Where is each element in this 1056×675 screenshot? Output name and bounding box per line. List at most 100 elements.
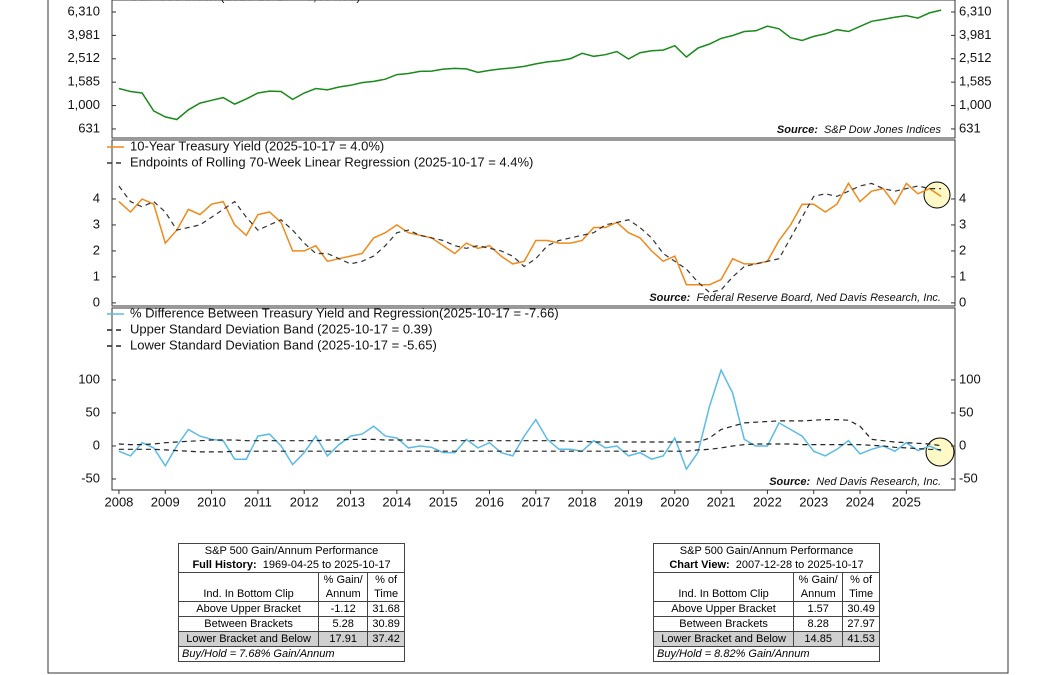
- legend-label: Lower Standard Deviation Band (2025-10-1…: [130, 337, 437, 352]
- y2-tick-label: 0: [959, 294, 966, 309]
- table-cell: 30.49: [842, 601, 880, 617]
- x-tick-label: 2022: [753, 494, 782, 509]
- column-header-line: Annum: [325, 588, 361, 600]
- column-header: % of Time: [367, 572, 405, 602]
- period-range: 1969-04-25 to 2025-10-17: [262, 559, 391, 571]
- y-tick-label: 1,585: [67, 74, 100, 89]
- table-cell: Lower Bracket and Below: [652, 631, 795, 647]
- table-cell: 14.85: [793, 631, 844, 647]
- outer-frame: [47, 0, 1009, 674]
- y2-tick-label: 4: [959, 190, 966, 205]
- highlight-circle: [923, 181, 951, 209]
- table-cell: 1.57: [793, 601, 844, 617]
- y2-tick-label: -50: [959, 470, 978, 485]
- y2-tick-label: 2: [959, 242, 966, 257]
- y2-tick-label: 50: [959, 404, 973, 419]
- period-range: 2007-12-28 to 2025-10-17: [735, 559, 864, 571]
- y-tick-label: 2,512: [67, 50, 100, 65]
- period-label: Chart View:: [669, 559, 730, 571]
- column-header: % Gain/Annum: [318, 572, 369, 602]
- table-cell: 8.28: [793, 616, 844, 632]
- table-title: S&P 500 Gain/Annum Performance: [653, 543, 880, 558]
- source-text: Ned Davis Research, Inc.: [816, 476, 941, 488]
- table-row: Between Brackets 5.28 30.89: [177, 616, 405, 632]
- x-tick-label: 2016: [475, 494, 504, 509]
- x-tick-label: 2023: [799, 494, 828, 509]
- table-row: Buy/Hold = 8.82% Gain/Annum: [653, 646, 880, 662]
- table-footer: Buy/Hold = 8.82% Gain/Annum: [653, 646, 880, 662]
- y-tick-label: 3,981: [67, 27, 100, 42]
- table-period: Chart View: 2007-12-28 to 2025-10-17: [653, 558, 880, 573]
- series-line: [118, 419, 942, 447]
- x-tick-label: 2020: [660, 494, 689, 509]
- highlight-circle: [925, 437, 955, 467]
- table-row: Buy/Hold = 7.68% Gain/Annum: [178, 646, 405, 662]
- source-label: Source:: [777, 124, 818, 136]
- y-tick-label: 3: [93, 216, 100, 231]
- column-header-line: % of: [850, 574, 873, 586]
- legend-label: S&P 500 Index (2025-10-17 = 6,664.01): [130, 0, 361, 3]
- legend-label: 10-Year Treasury Yield (2025-10-17 = 4.0…: [130, 138, 384, 153]
- source: Source: Ned Davis Research, Inc.: [769, 476, 941, 488]
- series-line: [118, 9, 942, 121]
- x-tick-label: 2014: [382, 494, 411, 509]
- column-header-line: Time: [374, 588, 399, 600]
- series-line: [118, 443, 942, 453]
- table-cell: 37.42: [367, 631, 405, 647]
- plot-frame: [111, 139, 956, 307]
- y-tick-label: 100: [78, 371, 100, 386]
- y-tick-label: 0: [93, 294, 100, 309]
- y2-tick-label: 1: [959, 268, 966, 283]
- table-cell: 30.89: [367, 616, 405, 632]
- y-tick-label: 2: [93, 242, 100, 257]
- x-tick-label: 2012: [290, 494, 319, 509]
- y2-tick-label: 6,310: [959, 3, 992, 18]
- series-line: [118, 182, 942, 294]
- column-header: % Gain/Annum: [793, 572, 844, 602]
- period-label: Full History:: [192, 559, 257, 571]
- table-footer: Buy/Hold = 7.68% Gain/Annum: [178, 646, 405, 662]
- legend-label: % Difference Between Treasury Yield and …: [130, 305, 559, 320]
- column-header: % of Time: [842, 572, 880, 602]
- source-text: S&P Dow Jones Indices: [824, 124, 941, 136]
- y-tick-label: 1,000: [67, 97, 100, 112]
- series-line: [118, 368, 942, 471]
- table-cell: Between Brackets: [652, 616, 795, 632]
- y2-tick-label: 0: [959, 437, 966, 452]
- y2-tick-label: 3,981: [959, 27, 992, 42]
- table-row: Lower Bracket and Below 14.85 41.53: [652, 631, 880, 647]
- x-tick-label: 2017: [521, 494, 550, 509]
- plot-frame: [111, 0, 956, 139]
- x-tick-label: 2011: [244, 494, 272, 509]
- column-header-line: % Gain/: [323, 574, 363, 586]
- x-tick-label: 2025: [892, 494, 921, 509]
- y2-tick-label: 100: [959, 371, 981, 386]
- table-cell: 31.68: [367, 601, 405, 617]
- x-tick-label: 2024: [846, 494, 875, 509]
- performance-table: S&P 500 Gain/Annum Performance Full Histo…: [177, 543, 405, 662]
- x-tick-label: 2019: [614, 494, 643, 509]
- table-row: Between Brackets 8.28 27.97: [652, 616, 880, 632]
- y2-tick-label: 2,512: [959, 50, 992, 65]
- y2-tick-label: 631: [959, 120, 981, 135]
- table-header-row: Ind. In Bottom Clip% Gain/Annum % of Time: [652, 572, 880, 602]
- series-line: [118, 181, 942, 286]
- y-tick-label: -50: [81, 470, 100, 485]
- y-tick-label: 0: [93, 437, 100, 452]
- table-cell: -1.12: [318, 601, 369, 617]
- column-header: Ind. In Bottom Clip: [652, 572, 795, 602]
- x-tick-label: 2009: [151, 494, 180, 509]
- table-cell: Above Upper Bracket: [177, 601, 320, 617]
- y2-tick-label: 3: [959, 216, 966, 231]
- y-tick-label: 50: [86, 404, 100, 419]
- plot-frame: [111, 307, 956, 491]
- source-text: Federal Reserve Board, Ned Davis Researc…: [696, 292, 941, 304]
- y2-tick-label: 1,000: [959, 97, 992, 112]
- table-row: S&P 500 Gain/Annum Performance: [178, 543, 405, 558]
- legend-label: Endpoints of Rolling 70-Week Linear Regr…: [130, 154, 533, 169]
- source-label: Source:: [769, 476, 810, 488]
- table-cell: Between Brackets: [177, 616, 320, 632]
- y-tick-label: 631: [78, 120, 100, 135]
- table-row: Above Upper Bracket -1.12 31.68: [177, 601, 405, 617]
